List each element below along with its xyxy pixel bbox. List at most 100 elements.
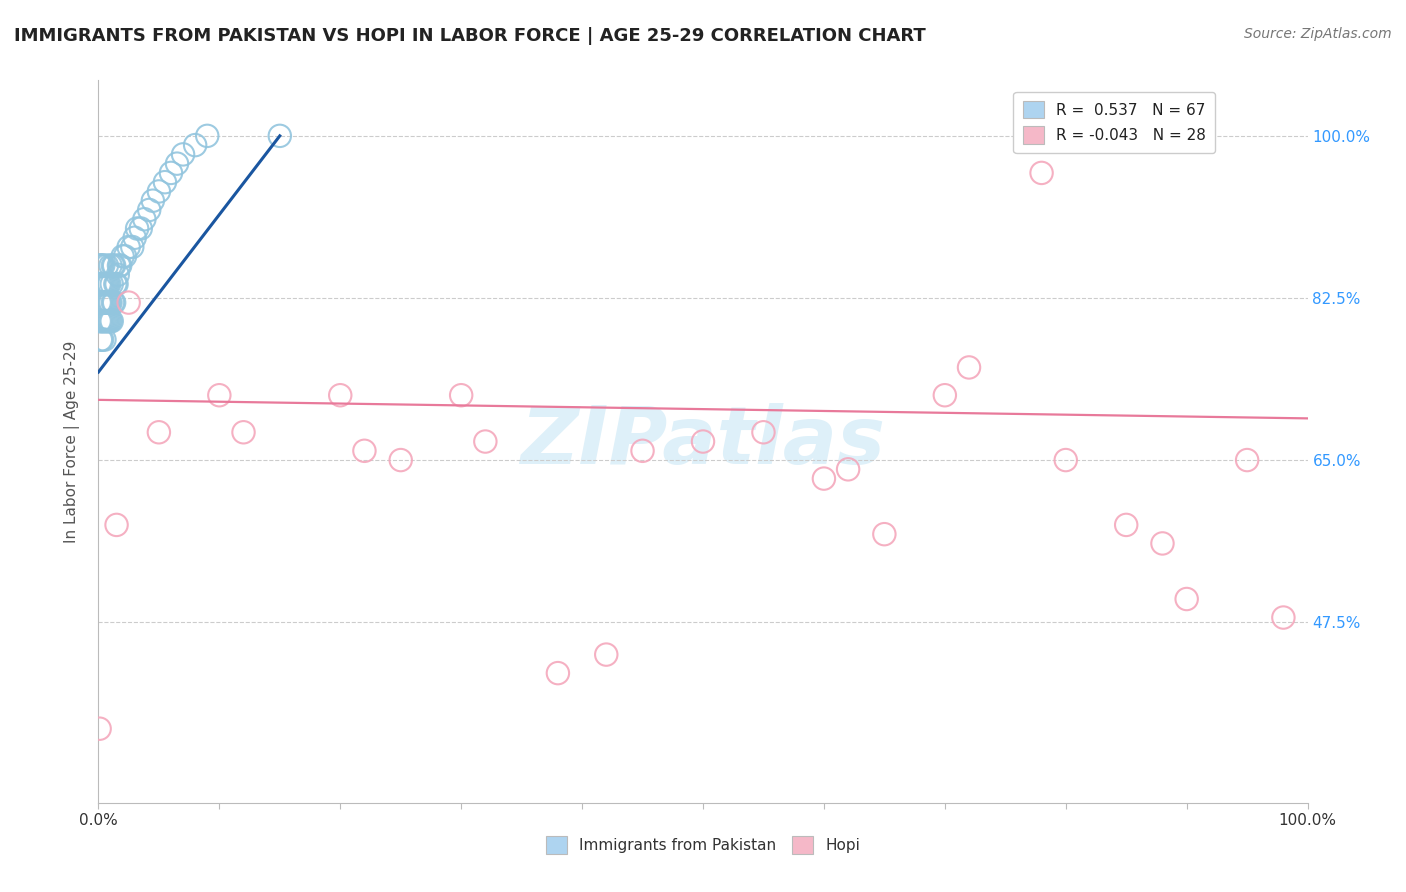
Point bbox=[142, 194, 165, 208]
Point bbox=[1272, 610, 1295, 624]
Point bbox=[96, 259, 118, 273]
Point bbox=[91, 333, 114, 347]
Point bbox=[389, 453, 412, 467]
Point bbox=[94, 295, 117, 310]
Point bbox=[100, 314, 122, 328]
Point bbox=[148, 425, 170, 440]
Point bbox=[89, 259, 111, 273]
Point bbox=[172, 147, 194, 161]
Point bbox=[94, 314, 117, 328]
Point bbox=[108, 259, 131, 273]
Point bbox=[91, 259, 114, 273]
Point bbox=[89, 314, 111, 328]
Point bbox=[631, 443, 654, 458]
Point bbox=[232, 425, 254, 440]
Point bbox=[91, 314, 114, 328]
Point bbox=[1031, 166, 1053, 180]
Point bbox=[118, 295, 141, 310]
Point bbox=[108, 259, 131, 273]
Point bbox=[93, 333, 115, 347]
Point bbox=[148, 185, 170, 199]
Point bbox=[353, 443, 375, 458]
Point bbox=[1152, 536, 1174, 550]
Point bbox=[101, 259, 124, 273]
Point bbox=[547, 666, 569, 681]
Point bbox=[134, 212, 156, 227]
Point bbox=[91, 314, 114, 328]
Point bbox=[166, 156, 188, 170]
Point bbox=[138, 202, 160, 217]
Point bbox=[93, 314, 115, 328]
Point bbox=[100, 295, 122, 310]
Point bbox=[595, 648, 617, 662]
Point bbox=[98, 277, 121, 291]
Point bbox=[121, 240, 143, 254]
Point bbox=[124, 231, 146, 245]
Point bbox=[91, 259, 114, 273]
Point bbox=[96, 295, 118, 310]
Point bbox=[90, 333, 112, 347]
Point bbox=[184, 138, 207, 153]
Point bbox=[450, 388, 472, 402]
Point bbox=[91, 277, 114, 291]
Point bbox=[96, 277, 118, 291]
Text: Source: ZipAtlas.com: Source: ZipAtlas.com bbox=[1244, 27, 1392, 41]
Point bbox=[89, 722, 111, 736]
Point bbox=[1175, 592, 1198, 607]
Point bbox=[957, 360, 980, 375]
Point bbox=[90, 295, 112, 310]
Point bbox=[692, 434, 714, 449]
Point bbox=[127, 221, 149, 235]
Point bbox=[91, 295, 114, 310]
Point bbox=[813, 472, 835, 486]
Point bbox=[93, 277, 115, 291]
Point bbox=[114, 249, 136, 263]
Point bbox=[105, 517, 128, 532]
Point bbox=[129, 221, 152, 235]
Point bbox=[101, 295, 124, 310]
Point bbox=[474, 434, 496, 449]
Point bbox=[329, 388, 352, 402]
Point bbox=[89, 277, 111, 291]
Point bbox=[100, 259, 122, 273]
Point bbox=[105, 277, 128, 291]
Point bbox=[107, 268, 129, 282]
Point bbox=[97, 295, 120, 310]
Point bbox=[160, 166, 183, 180]
Point bbox=[873, 527, 896, 541]
Point bbox=[97, 314, 120, 328]
Point bbox=[90, 259, 112, 273]
Point bbox=[195, 128, 218, 143]
Text: ZIPatlas: ZIPatlas bbox=[520, 402, 886, 481]
Point bbox=[118, 240, 141, 254]
Point bbox=[100, 314, 122, 328]
Point bbox=[98, 295, 121, 310]
Point bbox=[1054, 453, 1077, 467]
Point bbox=[111, 249, 134, 263]
Point bbox=[837, 462, 859, 476]
Point bbox=[153, 175, 176, 189]
Point bbox=[90, 314, 112, 328]
Point bbox=[98, 314, 121, 328]
Point bbox=[91, 277, 114, 291]
Point bbox=[103, 295, 125, 310]
Point bbox=[93, 295, 115, 310]
Point bbox=[104, 277, 127, 291]
Point bbox=[752, 425, 775, 440]
Point bbox=[1236, 453, 1258, 467]
Point bbox=[208, 388, 231, 402]
Point bbox=[1115, 517, 1137, 532]
Point bbox=[97, 277, 120, 291]
Point bbox=[269, 128, 291, 143]
Point bbox=[103, 259, 125, 273]
Point bbox=[100, 277, 122, 291]
Point bbox=[94, 277, 117, 291]
Point bbox=[934, 388, 956, 402]
Text: IMMIGRANTS FROM PAKISTAN VS HOPI IN LABOR FORCE | AGE 25-29 CORRELATION CHART: IMMIGRANTS FROM PAKISTAN VS HOPI IN LABO… bbox=[14, 27, 925, 45]
Point bbox=[90, 277, 112, 291]
Point bbox=[96, 314, 118, 328]
Y-axis label: In Labor Force | Age 25-29: In Labor Force | Age 25-29 bbox=[63, 341, 80, 542]
Point bbox=[89, 295, 111, 310]
Legend: Immigrants from Pakistan, Hopi: Immigrants from Pakistan, Hopi bbox=[540, 830, 866, 860]
Point bbox=[91, 295, 114, 310]
